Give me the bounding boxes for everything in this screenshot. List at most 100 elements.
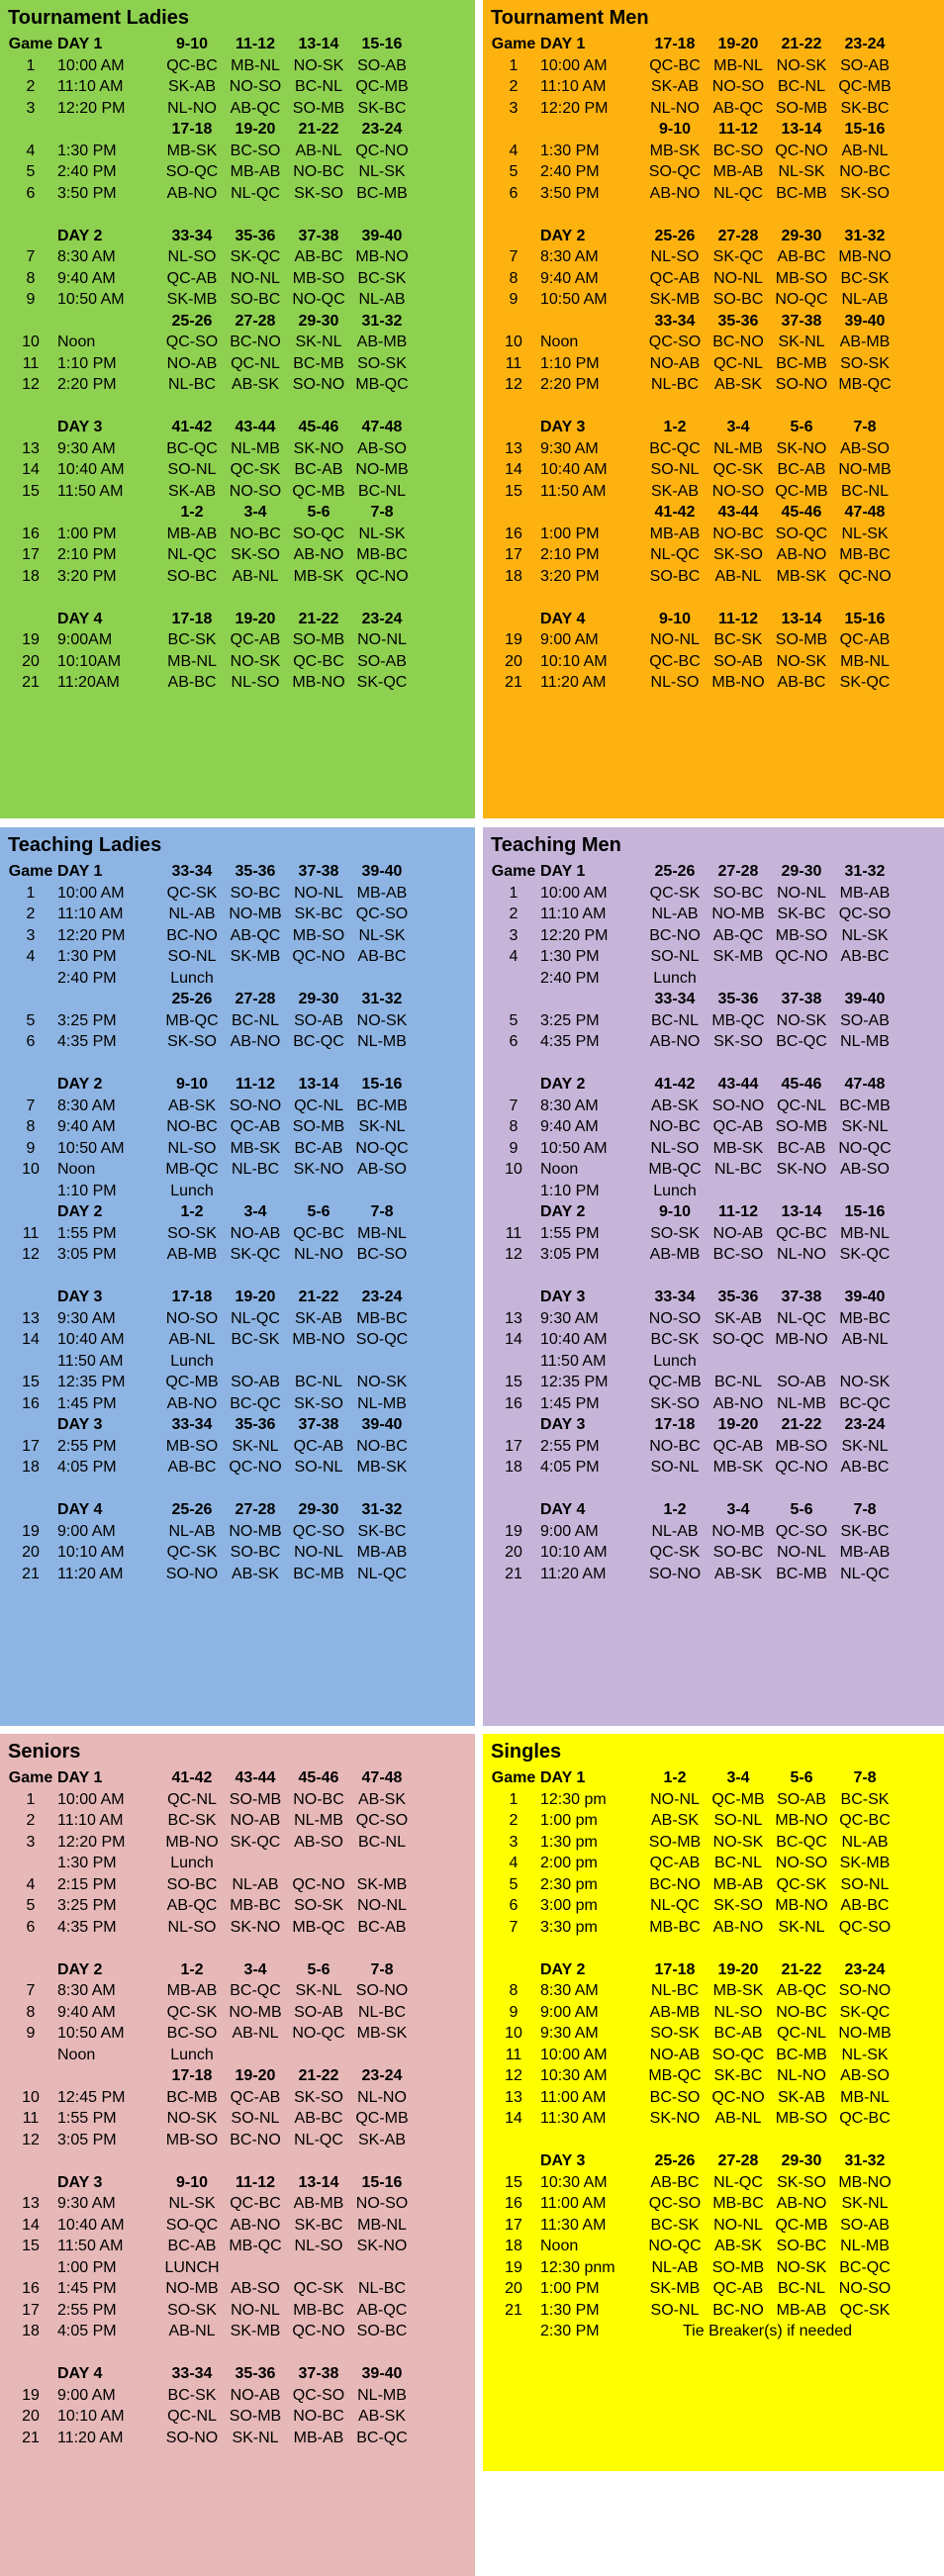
match-cell: MB-NO — [165, 1833, 219, 1851]
game-number-cell — [491, 1499, 536, 1521]
match-cell: SK-AB — [357, 2131, 406, 2148]
game-number-cell — [8, 311, 53, 333]
game-number-cell: 7 — [509, 1097, 519, 1114]
match-cell: SO-AB — [840, 2216, 890, 2234]
spacer-row — [491, 1266, 936, 1288]
match-cell: NO-NL — [650, 631, 700, 648]
end-range-header: 35-36 — [235, 2365, 276, 2382]
match-cell: MB-AB — [649, 525, 701, 542]
end-range-header: 13-14 — [781, 121, 822, 138]
game-row: 18 4:05 PM SO-NL MB-SK QC-NO AB-BC — [491, 1457, 936, 1479]
game-row: 9 10:50 AM NL-SO MB-SK BC-AB NO-QC — [491, 1138, 936, 1160]
game-row: 5 3:25 PM MB-QC BC-NL SO-AB NO-SK — [8, 1010, 467, 1032]
match-cell: QC-AB — [712, 1437, 764, 1455]
match-cell: QC-SK — [166, 884, 218, 902]
game-row: 13 11:00 AM BC-SO QC-NO SK-AB MB-NL — [491, 2087, 936, 2109]
match-cell: MB-NO — [711, 674, 765, 691]
match-cell: NO-AB — [712, 1224, 764, 1242]
match-cell: MB-NL — [167, 652, 217, 670]
match-cell: NO-BC — [356, 1437, 408, 1455]
header-row: DAY 3 1-2 3-4 5-6 7-8 — [491, 417, 936, 438]
time-cell — [536, 502, 643, 524]
game-row: 19 9:00 AM NL-AB NO-MB QC-SO SK-BC — [491, 1521, 936, 1543]
match-cell: QC-NO — [292, 2323, 345, 2339]
time-cell: 12:45 PM — [57, 2088, 126, 2106]
time-cell: 10:40 AM — [540, 461, 608, 478]
match-cell: QC-NO — [292, 948, 345, 965]
match-cell: AB-MB — [356, 334, 408, 350]
match-cell: AB-NO — [166, 1394, 218, 1412]
game-number-cell — [8, 2363, 53, 2385]
match-cell: QC-BC — [293, 1224, 344, 1242]
end-range-header: 15-16 — [361, 36, 403, 52]
match-cell: NL-SK — [358, 926, 406, 944]
match-cell: AB-SK — [231, 376, 279, 393]
teaching-men-panel: Teaching Men Game DAY 1 25-26 27-28 29-30 31-… — [483, 827, 944, 1726]
end-range-header: 35-36 — [235, 1416, 276, 1433]
match-cell: SK-SO — [167, 1033, 217, 1050]
match-cell: MB-NL — [713, 56, 763, 74]
end-range-header: 37-38 — [298, 227, 339, 244]
end-range-header: 19-20 — [717, 1416, 759, 1433]
match-cell: NL-MB — [357, 2386, 407, 2404]
game-row: 21 11:20 AM SO-NO SK-NL MB-AB BC-QC — [8, 2428, 467, 2449]
game-row: 19 12:30 pnm NL-AB SO-MB NO-SK BC-QC — [491, 2257, 936, 2279]
end-range-header: 45-46 — [781, 1076, 822, 1093]
time-cell: 2:15 PM — [57, 1875, 117, 1893]
match-cell: QC-SO — [648, 334, 702, 350]
time-cell: 10:00 AM — [57, 56, 125, 74]
match-cell: QC-AB — [166, 269, 218, 287]
end-range-header: 11-12 — [717, 1203, 759, 1220]
header-row: DAY 2 41-42 43-44 45-46 47-48 — [491, 1074, 936, 1096]
end-range-header: 17-18 — [171, 121, 213, 138]
spacer-row — [491, 587, 936, 609]
match-cell: NL-NO — [650, 99, 700, 117]
match-cell: NO-AB — [166, 354, 218, 372]
match-cell: SO-MB — [292, 1118, 345, 1135]
match-cell: MB-NO — [838, 2173, 892, 2191]
match-cell: SK-AB — [650, 482, 699, 500]
match-cell: NL-SK — [841, 525, 889, 542]
match-cell — [350, 2257, 414, 2279]
match-cell — [770, 968, 833, 990]
end-range-header: 25-26 — [171, 1501, 213, 1518]
match-cell: BC-SO — [166, 2025, 218, 2042]
spacer-row — [8, 1479, 467, 1500]
time-cell: 11:30 AM — [540, 2216, 607, 2234]
game-row: 13 9:30 AM BC-QC NL-MB SK-NO AB-SO — [8, 438, 467, 460]
time-cell: 11:20 AM — [540, 1565, 607, 1582]
game-row: 9 9:00 AM AB-MB NL-SO NO-BC SK-QC — [491, 2002, 936, 2024]
game-number-cell: 12 — [22, 2131, 40, 2148]
end-range-header: 1-2 — [663, 419, 687, 435]
game-number-cell: 15 — [22, 2238, 40, 2254]
game-number-cell: 12 — [505, 376, 522, 393]
match-cell: NO-MB — [229, 2003, 282, 2021]
end-range-header: 13-14 — [298, 36, 339, 52]
match-cell: BC-MB — [776, 1565, 827, 1582]
game-number-cell: 21 — [22, 674, 40, 691]
end-range-header: 27-28 — [717, 2152, 759, 2169]
match-cell: Lunch — [170, 2046, 214, 2063]
time-cell — [53, 119, 160, 141]
match-cell: AB-BC — [167, 674, 217, 691]
match-cell: BC-AB — [167, 2238, 217, 2254]
match-cell: BC-SK — [231, 1331, 280, 1348]
game-number-cell: 15 — [22, 1374, 40, 1390]
match-cell: SO-NL — [167, 948, 217, 965]
game-row: 18 3:20 PM SO-BC AB-NL MB-SK QC-NO — [491, 566, 936, 588]
match-cell: QC-NL — [231, 354, 280, 372]
match-cell: BC-QC — [649, 439, 701, 457]
spacer-row — [491, 396, 936, 418]
game-number-cell — [8, 119, 53, 141]
game-number-cell: 7 — [26, 1982, 36, 1999]
match-cell: SO-AB — [777, 1374, 826, 1390]
end-range-header: 17-18 — [171, 2067, 213, 2084]
game-row: 7 8:30 AM AB-SK SO-NO QC-NL BC-MB — [491, 1096, 936, 1117]
time-cell: 11:00 AM — [540, 2195, 607, 2212]
game-number-cell: 13 — [22, 2195, 40, 2212]
game-number-cell: 19 — [22, 631, 40, 648]
match-cell — [770, 1351, 833, 1373]
end-range-header: 25-26 — [654, 2152, 696, 2169]
match-cell: NL-NO — [777, 2067, 826, 2084]
match-cell: NL-QC — [231, 184, 280, 202]
